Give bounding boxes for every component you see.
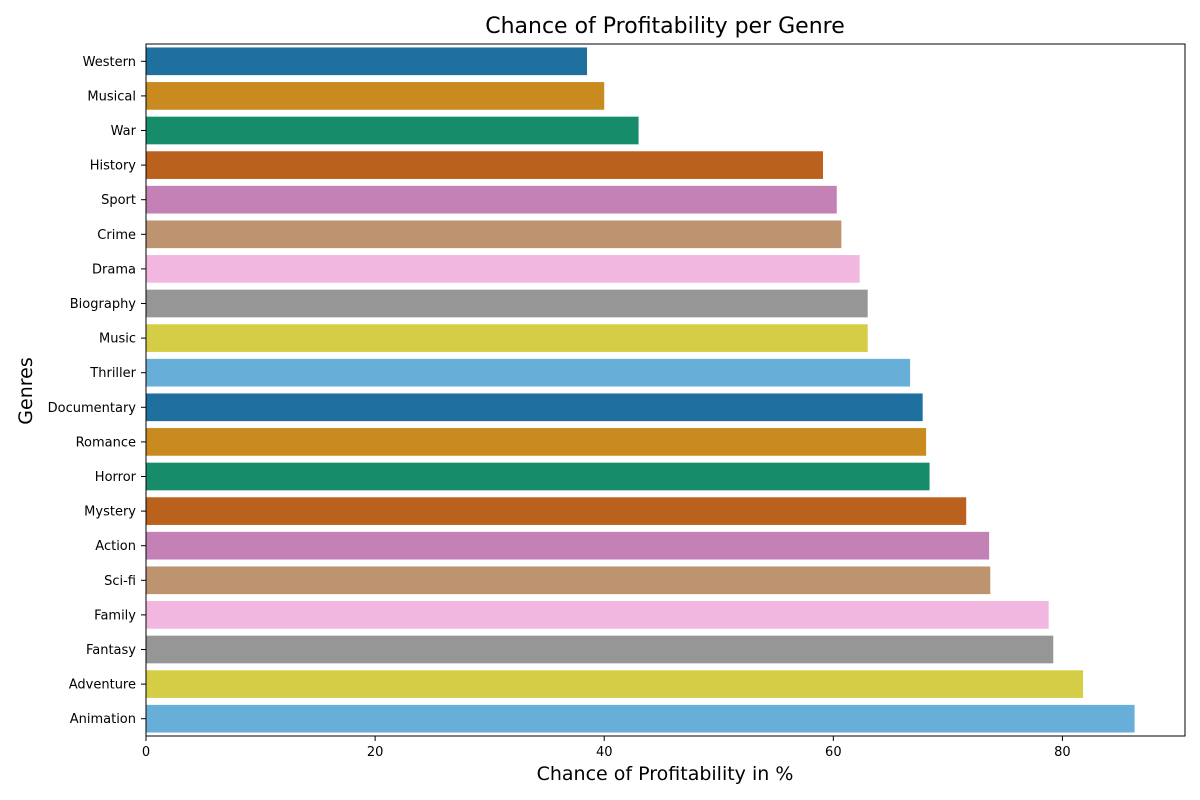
bar-documentary [146,393,923,422]
y-tick-label: Animation [70,712,136,727]
y-tick-label: Drama [92,262,136,277]
y-tick-label: Adventure [69,678,136,693]
x-tick-label: 20 [367,745,384,760]
bar-family [146,601,1049,629]
y-tick-label: Action [95,539,136,554]
x-tick-label: 60 [825,745,842,760]
plot-area: Western Musical War History Sport Crime Drama B… [48,43,1186,760]
y-tick-label: War [111,124,137,139]
y-tick-label: Documentary [48,401,137,416]
y-tick-label: Sci-fi [104,574,136,589]
bar-biography [146,289,868,318]
bar-animation [146,704,1135,733]
bar-action [146,531,990,560]
y-tick-label: Sport [101,193,136,208]
bar-musical [146,82,605,110]
y-tick-label: Mystery [84,505,136,520]
x-tick-label: 0 [142,745,150,760]
bar-drama [146,255,860,283]
y-tick-label: Thriller [89,366,136,381]
bar-war [146,116,639,145]
bar-history [146,151,824,179]
bar-mystery [146,497,967,525]
bar-sci-fi [146,566,991,595]
y-tick-label: History [90,159,137,174]
bar-western [146,47,588,76]
y-tick-label: Family [94,608,136,623]
bar-horror [146,462,930,491]
plot-frame [145,43,1186,737]
bar-romance [146,428,927,456]
bar-crime [146,220,842,249]
y-tick-label: Crime [97,228,136,243]
x-tick-label: 80 [1054,745,1071,760]
y-tick-label: Musical [87,89,136,104]
bar-sport [146,185,837,214]
y-tick-label: Biography [70,297,137,312]
y-tick-label: Romance [76,435,136,450]
y-tick-label: Music [99,332,136,347]
y-tick-label: Horror [95,470,137,485]
bar-thriller [146,358,911,387]
x-axis-label: Chance of Profitability in % [537,763,794,785]
y-tick-label: Western [83,55,136,70]
chart-title: Chance of Profitability per Genre [485,14,845,39]
bar-fantasy [146,635,1054,664]
x-tick-label: 40 [596,745,613,760]
bar-adventure [146,670,1084,698]
bar-music [146,324,868,352]
y-axis-label: Genres [15,357,37,424]
y-tick-label: Fantasy [86,643,136,658]
